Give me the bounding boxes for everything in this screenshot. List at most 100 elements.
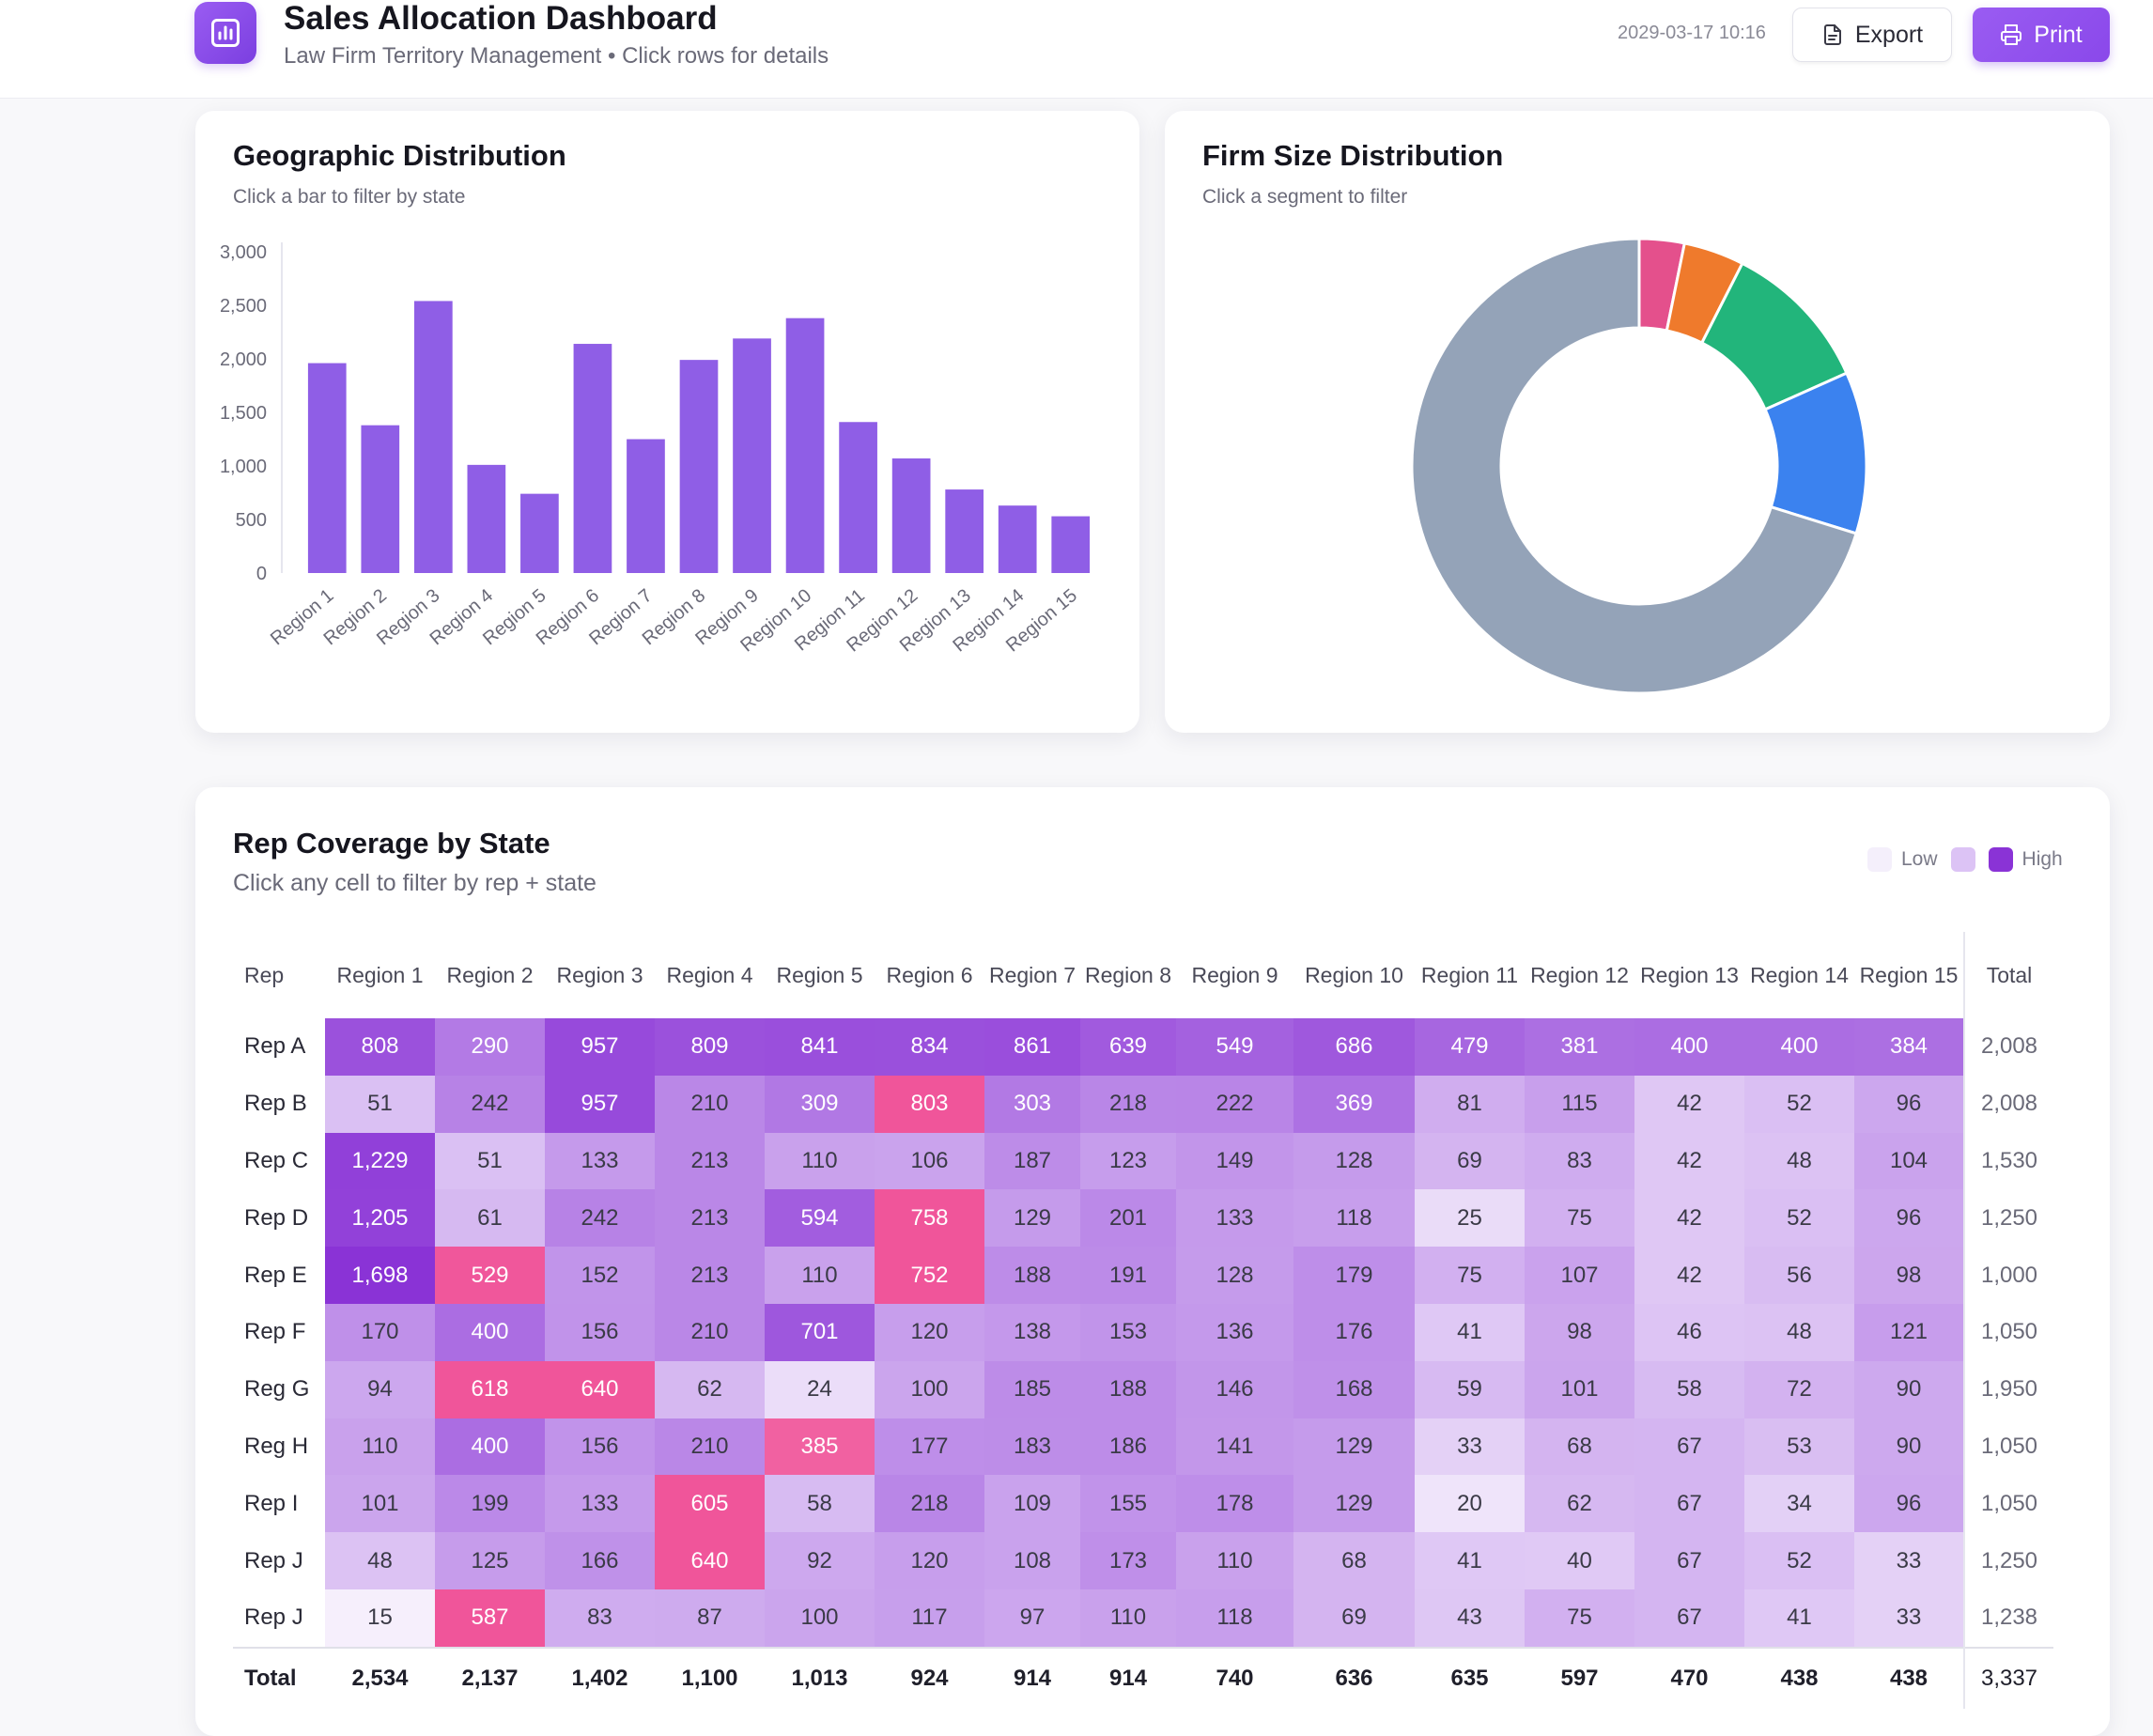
heatmap-cell[interactable]: 69: [1293, 1589, 1415, 1648]
heatmap-cell[interactable]: 152: [545, 1247, 655, 1304]
table-row[interactable]: Rep D 1,205 61 242 213 594 758 129 201 133 118 25 75…: [233, 1189, 2053, 1248]
heatmap-cell[interactable]: 177: [875, 1418, 984, 1476]
bar-region-4[interactable]: [467, 464, 506, 573]
heatmap-cell[interactable]: 369: [1293, 1075, 1415, 1133]
heatmap-cell[interactable]: 118: [1176, 1589, 1293, 1648]
heatmap-cell[interactable]: 213: [655, 1132, 765, 1190]
heatmap-cell[interactable]: 43: [1415, 1589, 1525, 1648]
heatmap-cell[interactable]: 41: [1744, 1589, 1854, 1648]
heatmap-cell[interactable]: 156: [545, 1418, 655, 1476]
heatmap-cell[interactable]: 87: [655, 1589, 765, 1648]
heatmap-cell[interactable]: 120: [875, 1532, 984, 1589]
donut-segment-5[interactable]: [1410, 237, 1858, 695]
heatmap-cell[interactable]: 110: [1080, 1589, 1176, 1648]
heatmap-cell[interactable]: 98: [1525, 1303, 1634, 1361]
heatmap-cell[interactable]: 479: [1415, 1018, 1525, 1076]
heatmap-cell[interactable]: 201: [1080, 1189, 1176, 1248]
export-button[interactable]: Export: [1792, 8, 1952, 62]
table-row[interactable]: Reg H 110 400 156 210 385 177 183 186 141 129 33 68 6…: [233, 1418, 2053, 1476]
heatmap-cell[interactable]: 58: [1634, 1360, 1744, 1418]
heatmap-cell[interactable]: 384: [1854, 1018, 1964, 1076]
heatmap-cell[interactable]: 594: [765, 1189, 875, 1248]
heatmap-cell[interactable]: 117: [875, 1589, 984, 1648]
heatmap-cell[interactable]: 33: [1854, 1589, 1964, 1648]
heatmap-cell[interactable]: 109: [984, 1475, 1080, 1533]
bar-region-11[interactable]: [839, 422, 877, 573]
heatmap-cell[interactable]: 104: [1854, 1132, 1964, 1190]
heatmap-cell[interactable]: 33: [1415, 1418, 1525, 1476]
heatmap-cell[interactable]: 101: [325, 1475, 435, 1533]
heatmap-cell[interactable]: 133: [545, 1132, 655, 1190]
heatmap-cell[interactable]: 133: [545, 1475, 655, 1533]
heatmap-cell[interactable]: 72: [1744, 1360, 1854, 1418]
heatmap-cell[interactable]: 52: [1744, 1189, 1854, 1248]
heatmap-cell[interactable]: 59: [1415, 1360, 1525, 1418]
table-row[interactable]: Rep A 808 290 957 809 841 834 861 639 549 686 479 38…: [233, 1018, 2053, 1076]
heatmap-cell[interactable]: 92: [765, 1532, 875, 1589]
heatmap-cell[interactable]: 809: [655, 1018, 765, 1076]
heatmap-cell[interactable]: 33: [1854, 1532, 1964, 1589]
heatmap-cell[interactable]: 52: [1744, 1532, 1854, 1589]
heatmap-cell[interactable]: 97: [984, 1589, 1080, 1648]
heatmap-cell[interactable]: 67: [1634, 1418, 1744, 1476]
heatmap-cell[interactable]: 303: [984, 1075, 1080, 1133]
heatmap-cell[interactable]: 188: [1080, 1360, 1176, 1418]
heatmap-cell[interactable]: 110: [765, 1247, 875, 1304]
table-row[interactable]: Rep J 15 587 83 87 100 117 97 110 118 69 43 75 67 41 33…: [233, 1589, 2053, 1648]
heatmap-cell[interactable]: 48: [1744, 1303, 1854, 1361]
heatmap-cell[interactable]: 186: [1080, 1418, 1176, 1476]
heatmap-cell[interactable]: 178: [1176, 1475, 1293, 1533]
table-row[interactable]: Rep I 101 199 133 605 58 218 109 155 178 129 20 62 67…: [233, 1475, 2053, 1533]
heatmap-cell[interactable]: 808: [325, 1018, 435, 1076]
heatmap-cell[interactable]: 400: [1744, 1018, 1854, 1076]
table-row[interactable]: Rep E 1,698 529 152 213 110 752 188 191 128 179 75 1…: [233, 1247, 2053, 1304]
table-row[interactable]: Rep J 48 125 166 640 92 120 108 173 110 68 41 40 67 52…: [233, 1532, 2053, 1589]
heatmap-cell[interactable]: 128: [1176, 1247, 1293, 1304]
heatmap-cell[interactable]: 309: [765, 1075, 875, 1133]
bar-region-2[interactable]: [361, 425, 400, 573]
heatmap-cell[interactable]: 83: [545, 1589, 655, 1648]
heatmap-cell[interactable]: 218: [875, 1475, 984, 1533]
heatmap-cell[interactable]: 107: [1525, 1247, 1634, 1304]
heatmap-cell[interactable]: 46: [1634, 1303, 1744, 1361]
heatmap-cell[interactable]: 701: [765, 1303, 875, 1361]
heatmap-cell[interactable]: 176: [1293, 1303, 1415, 1361]
heatmap-cell[interactable]: 170: [325, 1303, 435, 1361]
heatmap-cell[interactable]: 210: [655, 1418, 765, 1476]
heatmap-cell[interactable]: 67: [1634, 1589, 1744, 1648]
heatmap-cell[interactable]: 52: [1744, 1075, 1854, 1133]
heatmap-cell[interactable]: 213: [655, 1189, 765, 1248]
heatmap-cell[interactable]: 957: [545, 1075, 655, 1133]
heatmap-cell[interactable]: 51: [325, 1075, 435, 1133]
bar-region-7[interactable]: [627, 439, 665, 574]
heatmap-cell[interactable]: 96: [1854, 1475, 1964, 1533]
heatmap-cell[interactable]: 24: [765, 1360, 875, 1418]
heatmap-cell[interactable]: 640: [545, 1360, 655, 1418]
heatmap-cell[interactable]: 155: [1080, 1475, 1176, 1533]
heatmap-cell[interactable]: 68: [1293, 1532, 1415, 1589]
heatmap-cell[interactable]: 110: [1176, 1532, 1293, 1589]
heatmap-cell[interactable]: 213: [655, 1247, 765, 1304]
heatmap-cell[interactable]: 640: [655, 1532, 765, 1589]
bar-region-3[interactable]: [413, 301, 453, 573]
heatmap-cell[interactable]: 129: [1293, 1418, 1415, 1476]
heatmap-cell[interactable]: 141: [1176, 1418, 1293, 1476]
heatmap-cell[interactable]: 42: [1634, 1132, 1744, 1190]
table-row[interactable]: Rep C 1,229 51 133 213 110 106 187 123 149 128 69 83…: [233, 1132, 2053, 1190]
heatmap-cell[interactable]: 90: [1854, 1418, 1964, 1476]
heatmap-cell[interactable]: 639: [1080, 1018, 1176, 1076]
heatmap-cell[interactable]: 185: [984, 1360, 1080, 1418]
heatmap-cell[interactable]: 618: [435, 1360, 545, 1418]
heatmap-cell[interactable]: 58: [765, 1475, 875, 1533]
heatmap-cell[interactable]: 106: [875, 1132, 984, 1190]
heatmap-cell[interactable]: 210: [655, 1303, 765, 1361]
heatmap-cell[interactable]: 67: [1634, 1532, 1744, 1589]
heatmap-cell[interactable]: 133: [1176, 1189, 1293, 1248]
bar-region-1[interactable]: [307, 363, 347, 573]
heatmap-cell[interactable]: 1,229: [325, 1132, 435, 1190]
heatmap-cell[interactable]: 803: [875, 1075, 984, 1133]
bar-region-10[interactable]: [785, 318, 825, 573]
heatmap-cell[interactable]: 549: [1176, 1018, 1293, 1076]
heatmap-cell[interactable]: 136: [1176, 1303, 1293, 1361]
heatmap-cell[interactable]: 75: [1525, 1589, 1634, 1648]
